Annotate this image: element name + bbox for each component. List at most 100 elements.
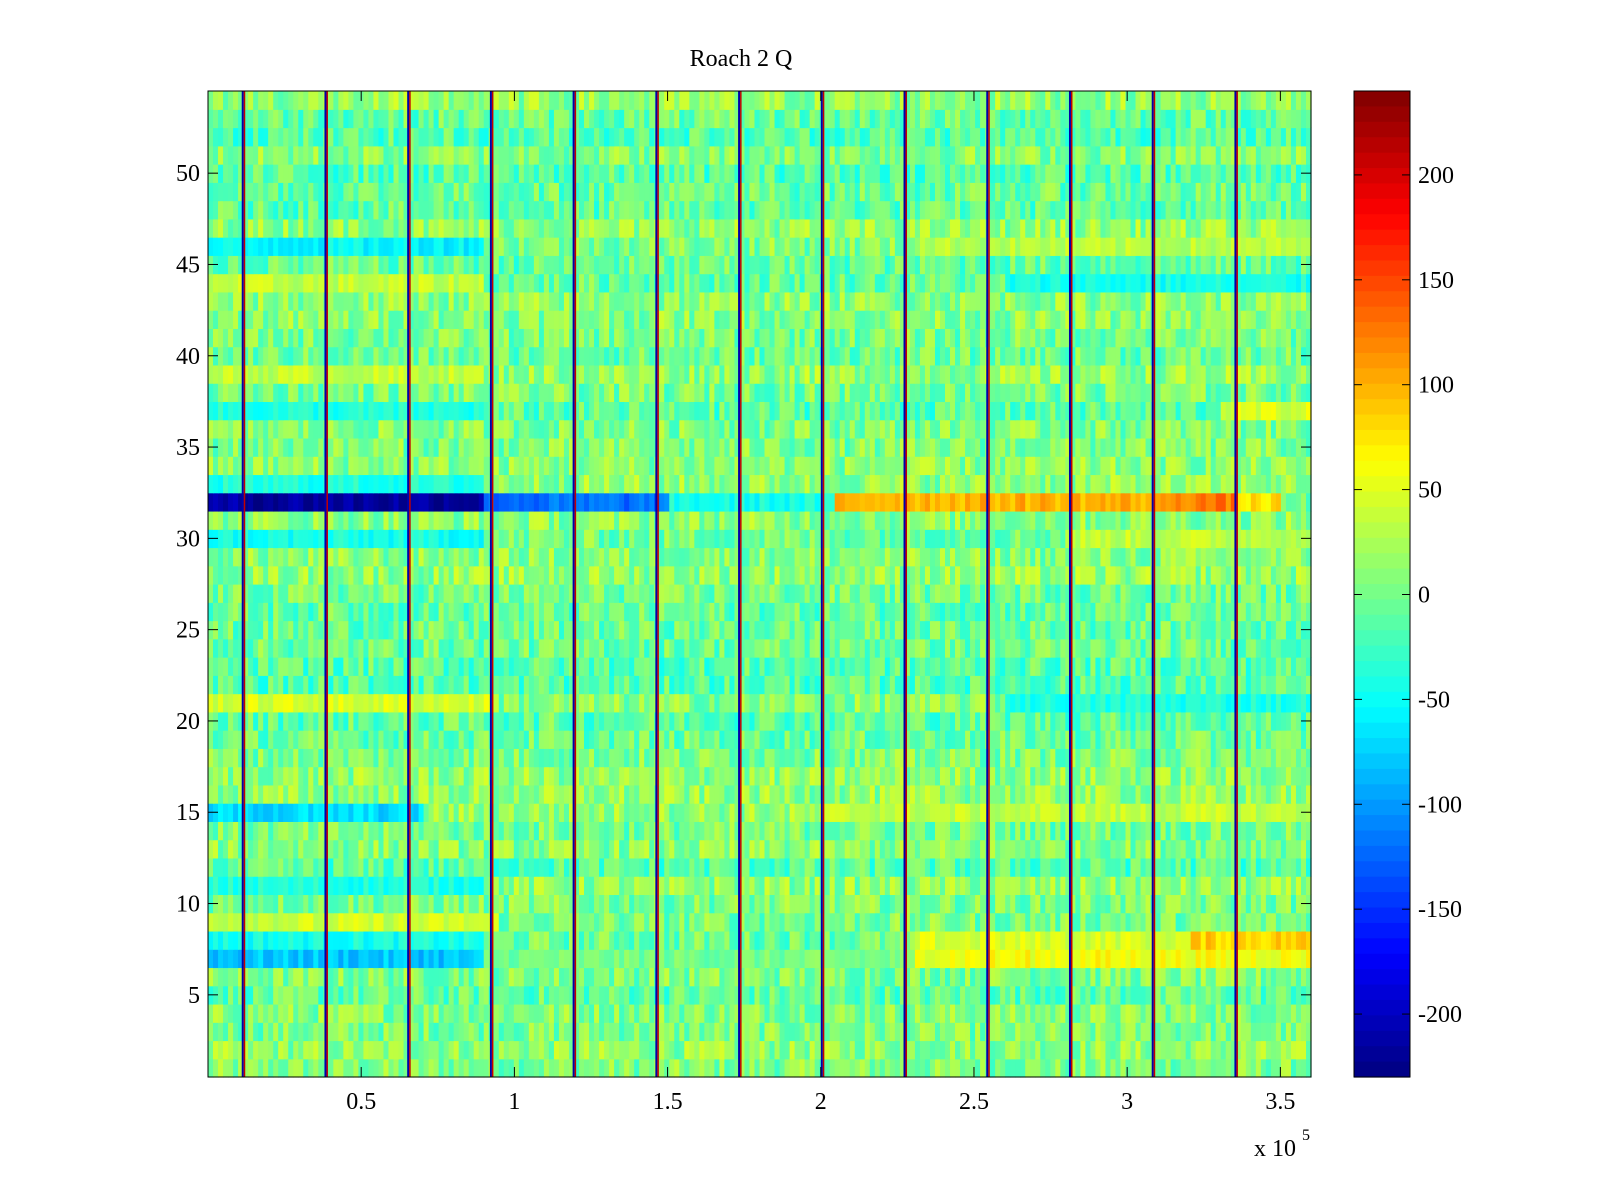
heatmap-cell [513, 803, 520, 822]
heatmap-cell [1010, 967, 1016, 987]
heatmap-cell [1295, 967, 1302, 987]
heatmap-cell [874, 1058, 881, 1078]
heatmap-cell [834, 1058, 841, 1078]
heatmap-cell [589, 857, 595, 877]
heatmap-cell [528, 930, 535, 950]
heatmap-cell [568, 1022, 575, 1042]
heatmap-cell [1210, 949, 1217, 969]
heatmap-cell [413, 949, 420, 969]
heatmap-cell [939, 1022, 946, 1042]
heatmap-cell [814, 711, 821, 731]
heatmap-cell [278, 930, 284, 950]
heatmap-cell [213, 821, 219, 841]
heatmap-cell [1070, 821, 1076, 841]
heatmap-cell [594, 1003, 600, 1023]
heatmap-cell [1075, 711, 1081, 731]
heatmap-cell [744, 912, 751, 932]
heatmap-cell [378, 857, 385, 877]
heatmap-cell [1285, 821, 1292, 841]
heatmap-cell [1085, 1058, 1091, 1078]
heatmap-cell [1055, 912, 1061, 932]
heatmap-cell [1275, 949, 1282, 969]
heatmap-cell [960, 1040, 966, 1060]
heatmap-cell [403, 839, 410, 859]
heatmap-cell [568, 730, 575, 749]
heatmap-cell [970, 1022, 976, 1042]
heatmap-cell [1255, 949, 1262, 969]
heatmap-cell [503, 784, 510, 804]
heatmap-cell [1060, 839, 1066, 859]
heatmap-cell [1145, 930, 1152, 950]
heatmap-cell [629, 693, 635, 713]
heatmap-cell [1035, 784, 1041, 804]
heatmap-cell [844, 657, 851, 676]
heatmap-cell [995, 894, 1001, 914]
heatmap-cell [960, 766, 966, 786]
heatmap-cell [614, 748, 620, 768]
heatmap-cell [1090, 821, 1097, 841]
heatmap-cell [1270, 894, 1277, 914]
heatmap-cell [373, 949, 380, 969]
heatmap-cell [1090, 711, 1097, 731]
heatmap-cell [398, 930, 405, 950]
heatmap-cell [228, 967, 234, 987]
heatmap-cell [373, 1003, 380, 1023]
heatmap-cell [574, 839, 580, 859]
heatmap-cell [503, 675, 510, 695]
heatmap-cell [784, 876, 791, 896]
heatmap-cell [1160, 784, 1167, 804]
heatmap-cell [804, 730, 811, 749]
heatmap-cell [353, 766, 360, 786]
heatmap-cell [1015, 967, 1021, 987]
heatmap-cell [955, 711, 961, 731]
heatmap-cell [468, 930, 475, 950]
heatmap-cell [894, 1058, 901, 1078]
heatmap-cell [829, 930, 836, 950]
heatmap-cell [263, 821, 269, 841]
heatmap-cell [553, 1040, 560, 1060]
heatmap-cell [538, 967, 545, 987]
heatmap-cell [584, 1058, 590, 1078]
heatmap-cell [975, 1022, 981, 1042]
heatmap-cell [1280, 985, 1287, 1005]
heatmap-cell [1010, 821, 1016, 841]
heatmap-cell [273, 894, 279, 914]
heatmap-cell [970, 1058, 976, 1078]
heatmap-cell [739, 876, 746, 896]
heatmap-cell [508, 967, 515, 987]
heatmap-cell [874, 967, 881, 987]
heatmap-cell [1220, 857, 1227, 877]
heatmap-cell [980, 821, 986, 841]
heatmap-cell [473, 857, 480, 877]
heatmap-cell [619, 1040, 625, 1060]
heatmap-cell [1290, 784, 1297, 804]
heatmap-cell [649, 1058, 655, 1078]
heatmap-cell [975, 730, 981, 749]
heatmap-cell [1195, 894, 1202, 914]
heatmap-cell [1135, 985, 1142, 1005]
heatmap-cell [699, 985, 705, 1005]
heatmap-cell [383, 1022, 390, 1042]
heatmap-cell [418, 784, 425, 804]
heatmap-cell [784, 675, 791, 695]
heatmap-cell [1005, 748, 1011, 768]
heatmap-cell [1170, 985, 1177, 1005]
heatmap-cell [834, 657, 841, 676]
heatmap-cell [378, 1040, 385, 1060]
heatmap-cell [599, 857, 605, 877]
heatmap-cell [1165, 1040, 1172, 1060]
heatmap-cell [223, 912, 229, 932]
heatmap-cell [1140, 711, 1147, 731]
heatmap-cell [1045, 930, 1051, 950]
heatmap-cell [258, 657, 264, 676]
heatmap-cell [333, 839, 339, 859]
heatmap-cell [293, 821, 299, 841]
heatmap-cell [744, 1058, 751, 1078]
heatmap-cell [1195, 693, 1202, 713]
heatmap-cell [533, 748, 540, 768]
heatmap-cell [303, 748, 309, 768]
heatmap-cell [1210, 803, 1217, 822]
heatmap-cell [403, 894, 410, 914]
heatmap-cell [393, 730, 400, 749]
